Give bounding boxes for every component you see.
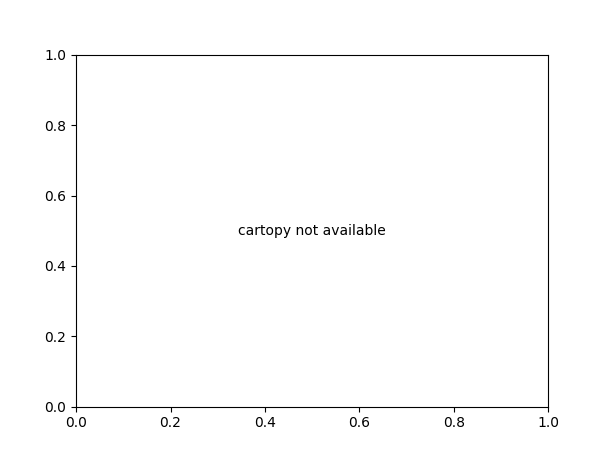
Text: cartopy not available: cartopy not available xyxy=(238,224,386,238)
